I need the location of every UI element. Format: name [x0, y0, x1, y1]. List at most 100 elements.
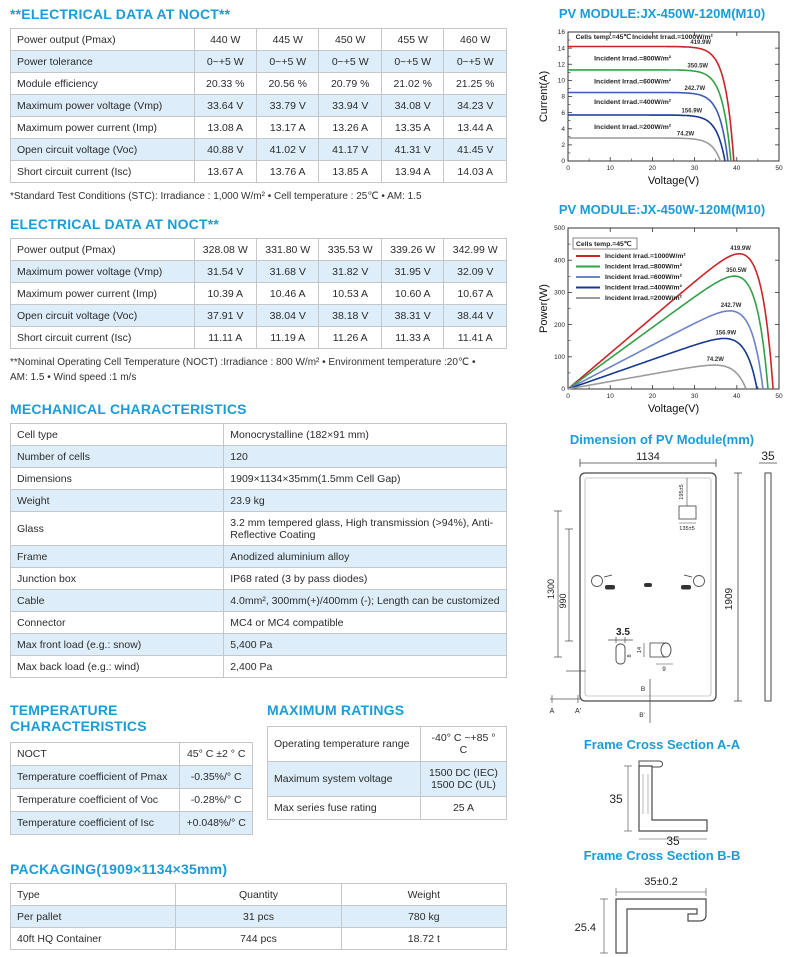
table-cell: 13.67 A [193, 160, 258, 183]
table-cell: MC4 or MC4 compatible [223, 611, 507, 634]
packaging-table: Type Quantity Weight Per pallet 31 pcs 780 kg… [9, 883, 508, 950]
section-a-label: A [550, 708, 555, 715]
svg-text:500: 500 [554, 225, 565, 232]
panel-side-outline [764, 472, 772, 702]
table-cell: 21.25 % [443, 72, 507, 95]
table-row: Glass 3.2 mm tempered glass, High transmi… [9, 511, 507, 546]
table-cell: -0.28%/° C [179, 788, 253, 812]
table-cell: IP68 rated (3 by pass diodes) [223, 567, 507, 590]
table-cell: 14.03 A [443, 160, 507, 183]
table-cell: 0~+5 W [443, 50, 507, 73]
row-label: Open circuit voltage (Voc) [10, 138, 195, 161]
table-cell: 25 A [419, 796, 508, 820]
table-cell: -40° C ~+85 ° C [419, 726, 508, 762]
table-cell: Per pallet [9, 905, 177, 928]
row-label: Maximum power voltage (Vmp) [10, 94, 195, 117]
table-cell: 450 W [318, 28, 382, 51]
table-cell: 331.80 W [255, 238, 320, 261]
section-title-electrical-noct: ELECTRICAL DATA AT NOCT** [10, 216, 220, 232]
table-cell: 460 W [443, 28, 507, 51]
table-cell: 34.23 V [443, 94, 507, 117]
table-cell: 13.08 A [193, 116, 258, 139]
svg-text:6: 6 [561, 110, 565, 117]
table-row: Frame Anodized aluminium alloy [9, 545, 507, 568]
dim-width-label: 1134 [636, 451, 660, 463]
table-cell: 335.53 W [318, 238, 382, 261]
svg-text:Incident Irrad.=200W/m²: Incident Irrad.=200W/m² [594, 124, 672, 131]
table-cell: 41.45 V [443, 138, 507, 161]
table-cell: 31.95 V [380, 260, 445, 283]
grounding-hole-right [693, 575, 705, 587]
table-cell: 38.44 V [443, 304, 507, 327]
table-row: Maximum power voltage (Vmp) 31.54 V 31.68 … [10, 260, 507, 283]
table-cell: 10.46 A [255, 282, 320, 305]
table-cell: 10.67 A [443, 282, 507, 305]
table-cell: 13.35 A [380, 116, 445, 139]
table-cell: Anodized aluminium alloy [223, 545, 507, 568]
table-cell: 13.26 A [318, 116, 382, 139]
svg-text:12: 12 [558, 61, 566, 68]
table-cell: 10.53 A [318, 282, 382, 305]
row-label: Frame [9, 545, 225, 568]
row-label: Temperature coefficient of Voc [9, 788, 181, 812]
table-cell: 45° C ±2 ° C [179, 742, 253, 766]
row-label: Dimensions [9, 467, 225, 490]
row-label: Power output (Pmax) [10, 238, 195, 261]
table-cell: 37.91 V [193, 304, 258, 327]
pv-curve-chart: 0 10 20 30 40 50 0 100 200 300 400 500 Voltage(V) Pow… [538, 219, 786, 424]
frame-aa-width-label: 35 [666, 834, 680, 846]
table-cell: 11.19 A [255, 326, 320, 349]
table-cell: 13.85 A [318, 160, 382, 183]
dim-hole-height: 14 [637, 647, 643, 653]
dim-slot-height: 8 [627, 654, 633, 657]
junction-box [678, 505, 697, 520]
grounding-hole-left [591, 575, 603, 587]
table-cell: 11.11 A [193, 326, 258, 349]
table-cell: 33.64 V [193, 94, 258, 117]
section-b2-label: B' [639, 712, 645, 719]
table-row: Temperature coefficient of Pmax -0.35%/° … [9, 765, 253, 789]
mounting-slot-left [605, 585, 615, 590]
svg-text:Cells temp.=45℃: Cells temp.=45℃ [576, 33, 632, 41]
svg-text:40: 40 [733, 393, 741, 400]
table-row: NOCT 45° C ±2 ° C [9, 742, 253, 766]
svg-text:0: 0 [561, 386, 565, 393]
table-cell: 20.56 % [255, 72, 320, 95]
dim-hole-span-outer: 1300 [546, 579, 556, 599]
panel-front-inner [584, 477, 712, 697]
table-cell: 0~+5 W [318, 50, 382, 73]
column-header: Weight [340, 883, 508, 906]
pv-chart-svg: 0 10 20 30 40 500100200300400500Voltage(V)Pow… [538, 225, 783, 415]
module-dimension-drawing: 1134 35 1909 1300 990 195±5 135±5 [546, 449, 777, 723]
table-cell: 10.60 A [380, 282, 445, 305]
table-cell: 31.82 V [318, 260, 382, 283]
svg-text:0: 0 [561, 158, 565, 165]
table-row: Maximum power voltage (Vmp) 33.64 V 33.79 … [10, 94, 507, 117]
table-row: Short circuit current (Isc) 11.11 A 11.19 … [10, 326, 507, 349]
row-label: Temperature coefficient of Pmax [9, 765, 181, 789]
row-label: Maximum power voltage (Vmp) [10, 260, 195, 283]
row-label: Junction box [9, 567, 225, 590]
svg-text:200: 200 [554, 322, 565, 329]
table-cell: 342.99 W [443, 238, 507, 261]
table-cell: +0.048%/° C [179, 811, 253, 835]
row-label: Cable [9, 589, 225, 612]
svg-text:10: 10 [607, 165, 615, 172]
table-row: Module efficiency 20.33 % 20.56 % 20.79 % 21… [10, 72, 507, 95]
mechanical-table: Cell type Monocrystalline (182×91 mm) Numb… [9, 423, 507, 678]
table-cell: 4.0mm², 300mm(+)/400mm (-); Length can b… [223, 589, 507, 612]
noct-footnote: **Nominal Operating Cell Temperature (NO… [10, 357, 476, 383]
table-cell: 20.33 % [193, 72, 258, 95]
mechanical-section: MECHANICAL CHARACTERISTICS Cell type Mono… [9, 401, 507, 678]
curve [567, 364, 747, 390]
table-cell: 744 pcs [175, 927, 342, 950]
frame-bb-title: Frame Cross Section B-B [583, 848, 741, 863]
row-label: Maximum power current (Imp) [10, 116, 195, 139]
table-cell: 0~+5 W [380, 50, 445, 73]
svg-text:20: 20 [649, 165, 657, 172]
table-cell: 440 W [193, 28, 258, 51]
curve [567, 252, 774, 390]
table-row: Operating temperature range -40° C ~+85 °… [267, 726, 508, 762]
svg-text:Incident Irrad.=1000W/m²: Incident Irrad.=1000W/m² [605, 253, 686, 260]
svg-text:242.7W: 242.7W [721, 303, 742, 309]
